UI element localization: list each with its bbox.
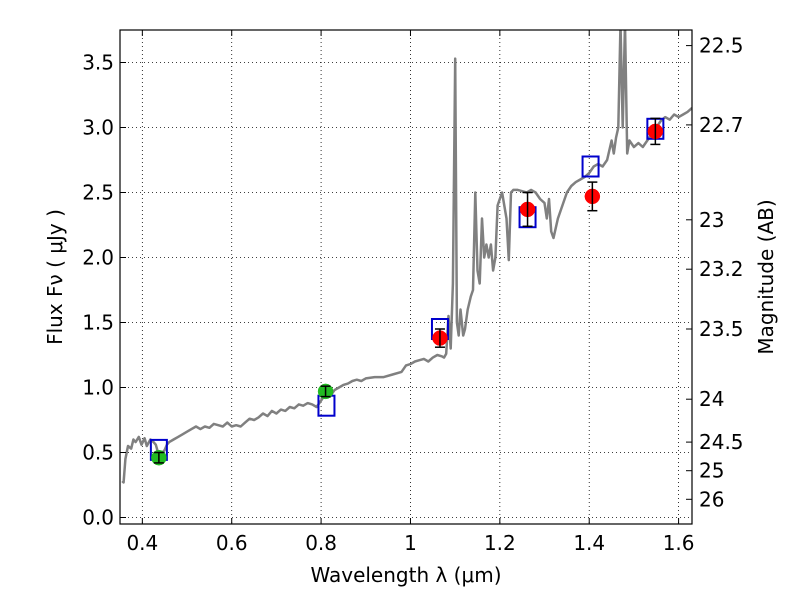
- y-tick-label: 0.5: [82, 441, 114, 465]
- y-tick-label: 2.0: [82, 246, 114, 270]
- data-layer: [121, 30, 692, 484]
- x-tick-label: 1.6: [663, 531, 695, 555]
- right-tick-label: 23.2: [699, 257, 744, 281]
- x-axis-title: Wavelength λ (μm): [310, 563, 501, 587]
- right-tick-label: 22.7: [699, 113, 744, 137]
- spectrum-line: [121, 30, 692, 484]
- right-tick-label: 25: [699, 459, 724, 483]
- y-tick-label: 1.5: [82, 311, 114, 335]
- right-axis-title: Magnitude (AB): [754, 199, 778, 354]
- right-tick-label: 23.5: [699, 317, 744, 341]
- right-tick-label: 26: [699, 487, 724, 511]
- right-tick-label: 24.5: [699, 430, 744, 454]
- x-tick-label: 1.4: [573, 531, 605, 555]
- grid: [120, 30, 692, 524]
- y-tick-label: 3.0: [82, 116, 114, 140]
- x-tick-label: 1: [404, 531, 417, 555]
- y-tick-label: 2.5: [82, 181, 114, 205]
- ticks: 0.4 0.6 0.8 1 1.2 1.4 1.6 0.0 0.5 1.0 1.5 2.0 2.5 3.0…: [82, 30, 744, 555]
- y-tick-label: 3.5: [82, 51, 114, 75]
- x-tick-label: 1.2: [484, 531, 516, 555]
- right-tick-label: 23: [699, 208, 724, 232]
- x-tick-label: 0.6: [216, 531, 248, 555]
- x-tick-label: 0.4: [126, 531, 158, 555]
- plot-frame: [119, 29, 693, 525]
- x-tick-label: 0.8: [305, 531, 337, 555]
- y-axis-title: Flux Fν ( μJy ): [43, 209, 67, 345]
- y-tick-label: 1.0: [82, 376, 114, 400]
- y-tick-label: 0.0: [82, 506, 114, 530]
- model-square-marker: [581, 155, 600, 178]
- right-tick-label: 22.5: [699, 34, 744, 58]
- right-tick-label: 24: [699, 387, 724, 411]
